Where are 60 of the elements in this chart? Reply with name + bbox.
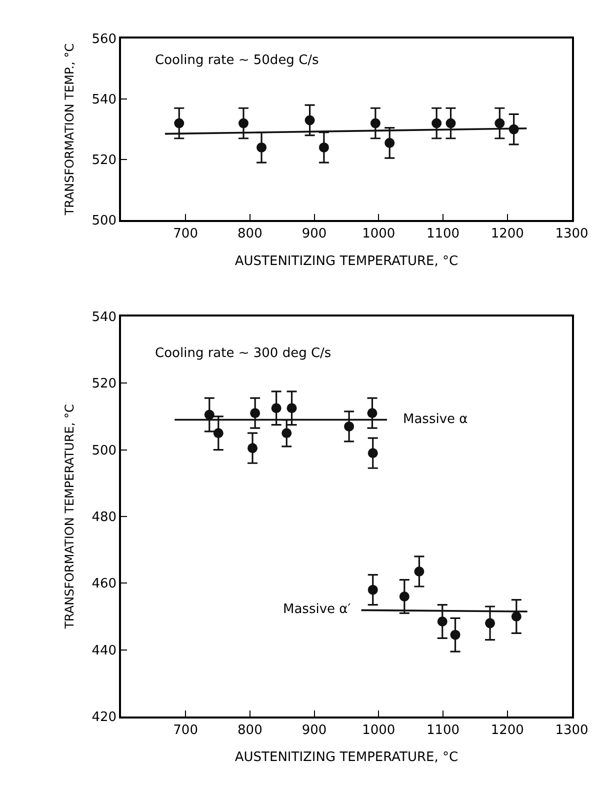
x-tick-label: 900 <box>302 723 327 738</box>
point <box>248 443 258 454</box>
y-tick-label: 500 <box>92 443 117 458</box>
point <box>446 118 456 128</box>
y-tick-label: 440 <box>92 643 117 658</box>
x-tick-label: 1300 <box>555 226 588 242</box>
point <box>485 618 496 628</box>
point <box>256 142 267 152</box>
y-tick-label: 460 <box>92 576 117 592</box>
point <box>384 138 395 148</box>
point <box>511 612 522 622</box>
point <box>271 403 282 414</box>
point <box>370 118 380 128</box>
x-tick-label: 1300 <box>555 723 588 738</box>
point <box>318 142 329 152</box>
point <box>450 630 460 640</box>
y-tick-label: 520 <box>92 376 117 392</box>
x-tick-label: 800 <box>238 723 262 738</box>
x-tick-label: 900 <box>302 226 327 242</box>
annotation: Cooling rate ∼ 300 deg C/s <box>155 346 332 361</box>
x-tick-label: 700 <box>173 226 198 242</box>
x-tick-label: 800 <box>238 226 262 242</box>
point <box>174 118 184 128</box>
annotation: Cooling rate ∼ 50deg C/s <box>155 53 320 68</box>
point <box>432 118 442 128</box>
x-tick-label: 700 <box>173 723 198 738</box>
x-tick-label: 1200 <box>490 226 524 242</box>
x-tick-label: 1100 <box>426 723 460 738</box>
annotation: Massive α <box>403 412 468 427</box>
point <box>213 428 224 438</box>
y-axis-title: TRANSFORMATION TEMPERATURE, °C <box>62 404 77 630</box>
y-tick-label: 560 <box>92 32 117 48</box>
x-axis-title: AUSTENITIZING TEMPERATURE, °C <box>234 750 458 766</box>
x-axis-title: AUSTENITIZING TEMPERATURE, °C <box>234 254 458 269</box>
point <box>414 566 424 576</box>
point <box>238 118 248 128</box>
y-tick-label: 420 <box>92 710 117 726</box>
x-tick-label: 1100 <box>426 226 460 242</box>
y-tick-label: 480 <box>92 510 117 526</box>
point <box>494 118 505 128</box>
x-tick-label: 1000 <box>362 723 396 738</box>
point <box>368 584 378 595</box>
point <box>437 616 448 627</box>
point <box>282 428 292 438</box>
y-tick-label: 520 <box>92 153 117 168</box>
point <box>399 592 410 602</box>
y-tick-label: 540 <box>92 92 117 108</box>
annotation: Massive α′ <box>283 602 351 617</box>
point <box>367 408 378 418</box>
y-tick-label: 500 <box>92 214 117 229</box>
point <box>204 410 214 420</box>
point <box>286 403 297 414</box>
y-tick-label: 540 <box>92 310 117 325</box>
y-axis-title: TRANSFORMATION TEMP., °C <box>62 43 77 216</box>
x-tick-label: 1200 <box>490 723 524 738</box>
point <box>344 421 354 432</box>
x-tick-label: 1000 <box>362 226 396 242</box>
point <box>304 115 315 126</box>
point <box>368 448 378 458</box>
point <box>250 408 260 418</box>
